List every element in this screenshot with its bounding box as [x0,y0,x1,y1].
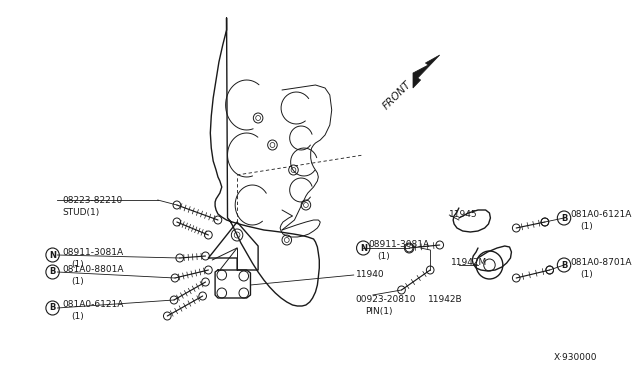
Text: B: B [49,267,56,276]
Text: B: B [561,214,567,222]
Text: B: B [49,304,56,312]
Text: 081A0-6121A: 081A0-6121A [571,210,632,219]
Text: STUD(1): STUD(1) [62,208,99,217]
Text: (1): (1) [72,312,84,321]
Text: N: N [360,244,367,253]
Text: N: N [49,250,56,260]
Text: 11940: 11940 [356,270,384,279]
Text: 11942M: 11942M [451,258,488,267]
Text: 081A0-8701A: 081A0-8701A [571,258,632,267]
Text: (1): (1) [72,277,84,286]
Text: 11942B: 11942B [428,295,463,304]
Text: 08223-82210: 08223-82210 [62,196,122,205]
Text: (1): (1) [72,260,84,269]
Text: 00923-20810: 00923-20810 [356,295,416,304]
Text: (1): (1) [580,222,593,231]
Text: PIN(1): PIN(1) [365,307,393,316]
Text: X·930000: X·930000 [554,353,598,362]
Text: 08911-3081A: 08911-3081A [62,248,124,257]
Polygon shape [413,55,440,88]
Text: 081A0-6121A: 081A0-6121A [62,300,124,309]
Text: 08911-3081A: 08911-3081A [368,240,429,249]
Text: FRONT: FRONT [381,79,413,111]
Text: (1): (1) [378,252,390,261]
Text: B: B [561,260,567,269]
Text: 11945: 11945 [449,210,478,219]
Text: (1): (1) [580,270,593,279]
Text: 081A0-8801A: 081A0-8801A [62,265,124,274]
